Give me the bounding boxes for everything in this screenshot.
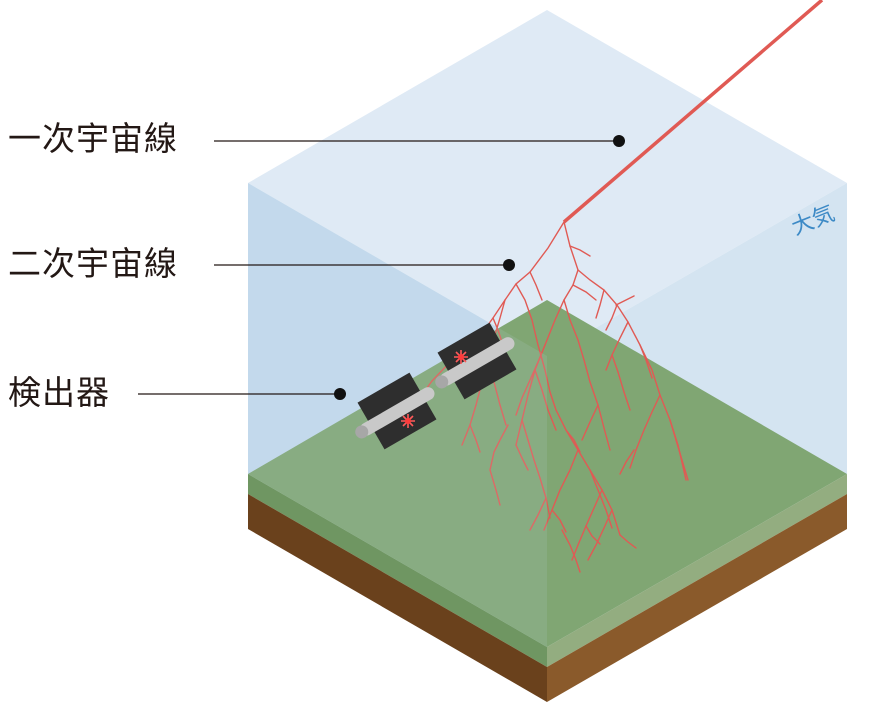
shower-branch-6 — [563, 299, 611, 451]
shower-branch-24 — [529, 271, 543, 301]
shower-branch-23 — [615, 295, 635, 306]
secondary-leader-dot — [503, 259, 515, 271]
ground-left-grass — [248, 474, 547, 667]
primary-leader-dot — [613, 135, 625, 147]
secondary-cosmic-ray-shower — [412, 221, 689, 573]
shower-branch-27 — [551, 509, 567, 533]
ground-surface — [248, 300, 847, 647]
shower-branch-30 — [469, 424, 481, 453]
atmosphere-top-face — [248, 10, 847, 356]
shower-branch-14 — [589, 469, 613, 529]
shower-branch-22 — [669, 419, 689, 481]
shower-branch-35 — [489, 424, 509, 506]
shower-branch-21 — [529, 497, 547, 531]
shower-branch-25 — [492, 317, 503, 343]
shower-branch-33 — [572, 284, 597, 301]
shower-branch-28 — [585, 525, 601, 545]
detector-upper — [435, 322, 517, 400]
shower-branch-32 — [565, 429, 581, 453]
soil-left-face — [248, 494, 547, 702]
detector-lower — [355, 372, 437, 450]
shower-branch-36 — [561, 529, 581, 573]
primary-cosmic-ray-label: 一次宇宙線 — [8, 119, 178, 158]
shower-branch-16 — [521, 419, 551, 519]
shower-branch-12 — [534, 369, 557, 431]
shower-branch-26 — [569, 245, 591, 257]
shower-branch-8 — [605, 304, 618, 331]
shower-branch-18 — [581, 404, 599, 441]
shower-branch-17 — [629, 394, 661, 469]
shower-branch-1 — [412, 221, 565, 408]
soil-right-face — [547, 494, 847, 702]
shower-branch-29 — [619, 449, 635, 475]
shower-branch-11 — [515, 344, 546, 416]
detector-hit-lower — [401, 414, 415, 428]
shower-branch-9 — [605, 321, 629, 371]
detector-hit-upper — [454, 350, 468, 364]
detector-leader-dot — [334, 388, 346, 400]
shower-branch-31 — [619, 534, 637, 549]
primary-cosmic-ray — [562, 0, 824, 224]
shower-branch-10 — [639, 344, 653, 379]
detector-label: 検出器 — [8, 373, 110, 412]
shower-branch-37 — [611, 354, 631, 411]
shower-branch-34 — [515, 444, 529, 471]
shower-branch-7 — [595, 289, 605, 319]
shower-branch-20 — [587, 509, 613, 561]
secondary-cosmic-ray-label: 二次宇宙線 — [8, 244, 178, 283]
ground-right-grass — [547, 474, 847, 667]
